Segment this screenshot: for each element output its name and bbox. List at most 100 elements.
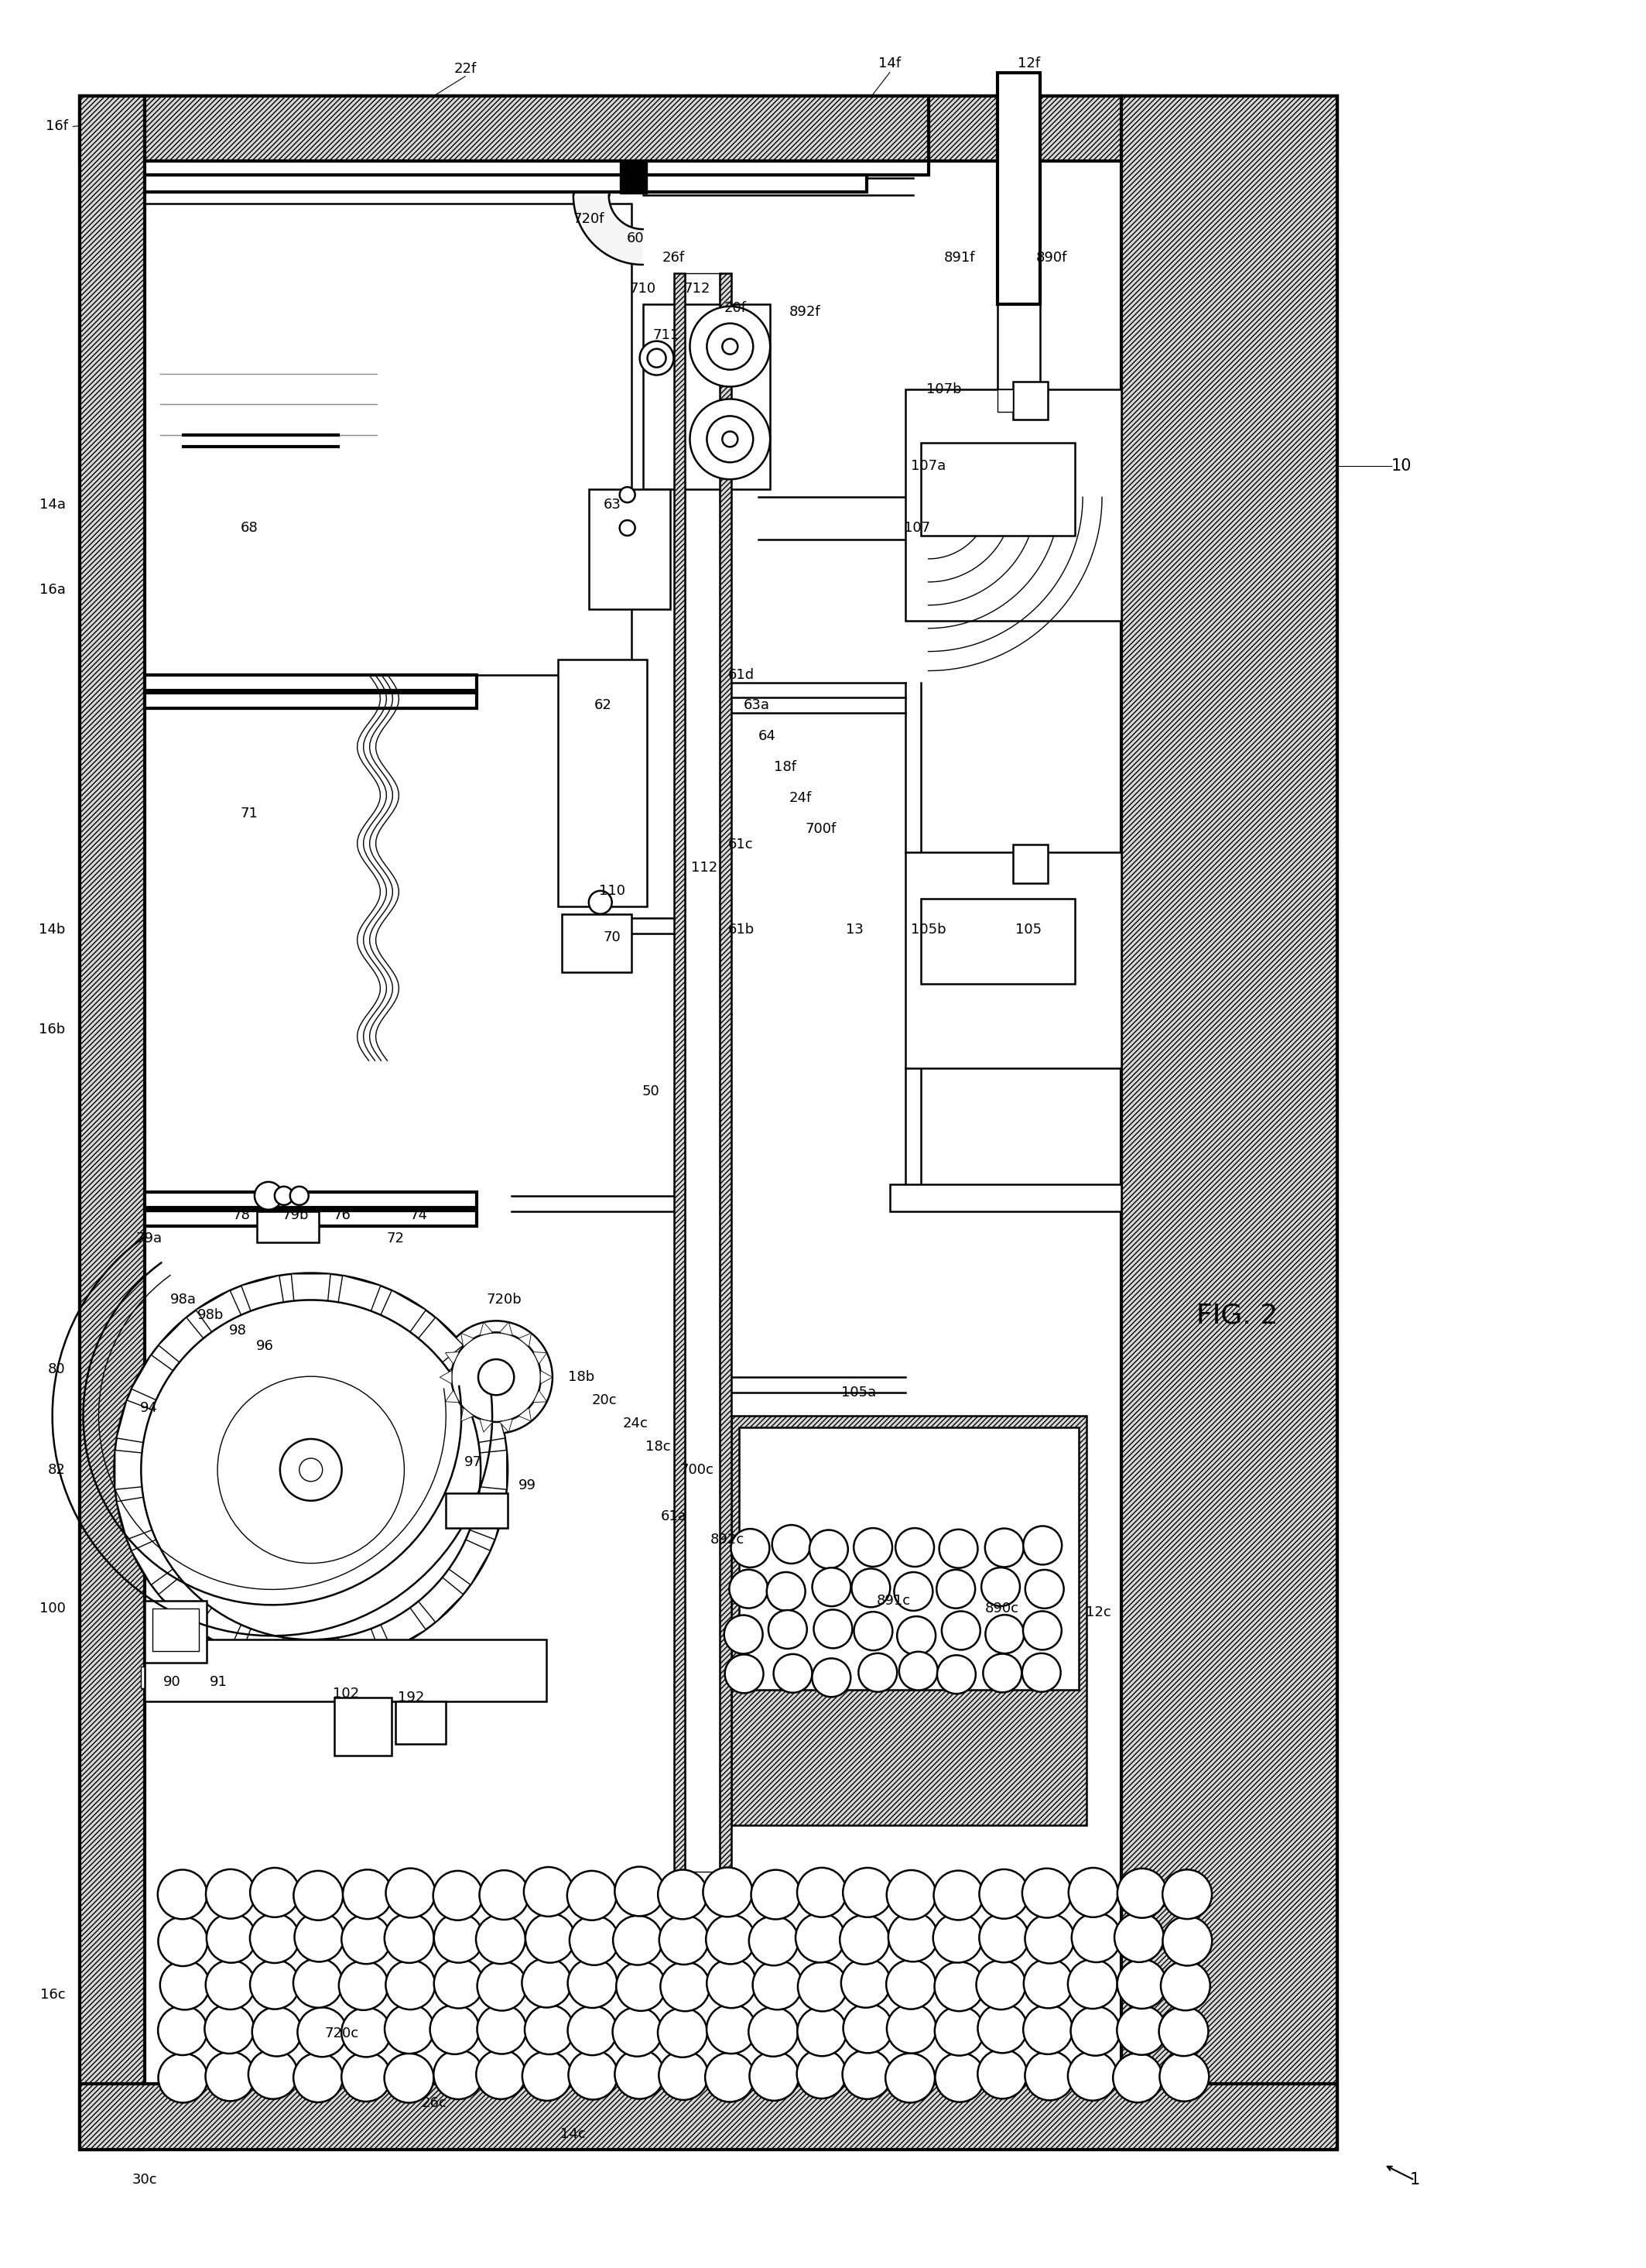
Bar [257, 1211, 319, 1243]
Circle shape [658, 1914, 708, 1964]
Circle shape [479, 1359, 514, 1395]
Circle shape [749, 1916, 798, 1966]
Circle shape [729, 1569, 767, 1608]
Bar [145, 161, 928, 175]
Text: 192: 192 [398, 1690, 425, 1706]
Circle shape [843, 2003, 892, 2053]
Circle shape [843, 2050, 892, 2100]
Circle shape [1025, 1569, 1063, 1608]
Circle shape [570, 1916, 619, 1964]
Circle shape [1070, 2007, 1119, 2055]
Text: 110: 110 [599, 885, 625, 898]
Circle shape [706, 324, 754, 370]
Text: 14b: 14b [40, 923, 66, 937]
Polygon shape [479, 1420, 492, 1431]
Text: 13: 13 [846, 923, 864, 937]
Circle shape [293, 2053, 342, 2102]
Circle shape [433, 2050, 482, 2100]
Polygon shape [573, 195, 644, 265]
Polygon shape [291, 1275, 331, 1302]
Polygon shape [469, 1399, 505, 1442]
Text: 892f: 892f [788, 304, 821, 320]
Circle shape [935, 1962, 984, 2012]
Circle shape [206, 1869, 255, 1919]
Circle shape [280, 1438, 342, 1501]
Circle shape [859, 1653, 897, 1692]
Text: 16f: 16f [46, 120, 67, 134]
Text: 711: 711 [653, 329, 680, 342]
Polygon shape [388, 1667, 395, 1687]
Circle shape [660, 1962, 709, 2012]
Circle shape [1160, 1962, 1210, 2009]
Circle shape [978, 2050, 1027, 2098]
Circle shape [894, 1572, 933, 1610]
Circle shape [341, 1914, 390, 1964]
Circle shape [114, 1272, 507, 1667]
Polygon shape [158, 1576, 204, 1622]
Text: 50: 50 [642, 1084, 660, 1098]
Circle shape [250, 1914, 300, 1964]
Text: 14a: 14a [40, 497, 66, 513]
Circle shape [451, 1331, 542, 1422]
Polygon shape [449, 1667, 456, 1687]
Polygon shape [249, 1667, 255, 1687]
Bar [145, 674, 477, 689]
Circle shape [522, 1957, 571, 2007]
Circle shape [724, 1656, 764, 1694]
Polygon shape [540, 1370, 553, 1383]
Circle shape [477, 2005, 527, 2055]
Circle shape [797, 2007, 846, 2057]
Text: 63a: 63a [742, 699, 769, 712]
Circle shape [250, 1960, 300, 2009]
Circle shape [984, 1529, 1024, 1567]
Circle shape [206, 2053, 255, 2100]
Polygon shape [372, 1667, 379, 1687]
Circle shape [385, 1914, 435, 1962]
Circle shape [612, 1916, 662, 1964]
Polygon shape [495, 1667, 502, 1687]
Circle shape [895, 1529, 933, 1567]
Polygon shape [326, 1667, 332, 1687]
Polygon shape [466, 1667, 471, 1687]
Circle shape [1118, 1960, 1167, 2009]
Circle shape [976, 1960, 1025, 2009]
Circle shape [690, 306, 770, 386]
Text: 14c: 14c [561, 2127, 586, 2141]
Circle shape [298, 2007, 347, 2057]
Circle shape [614, 2050, 663, 2098]
Polygon shape [481, 1667, 487, 1687]
Polygon shape [533, 1352, 546, 1363]
Circle shape [589, 891, 612, 914]
Bar [1014, 844, 1049, 882]
Text: 72: 72 [387, 1232, 405, 1245]
Circle shape [439, 1320, 553, 1433]
Polygon shape [481, 1449, 507, 1490]
Polygon shape [380, 1290, 426, 1331]
Circle shape [1118, 2005, 1167, 2055]
Text: 105: 105 [1016, 923, 1042, 937]
Polygon shape [311, 1667, 318, 1687]
Text: 80: 80 [48, 1363, 66, 1377]
Bar [145, 694, 477, 708]
Bar [561, 914, 630, 973]
Circle shape [1114, 1912, 1164, 1962]
Polygon shape [196, 1608, 240, 1649]
Bar [446, 1492, 507, 1529]
Circle shape [724, 1615, 762, 1653]
Circle shape [795, 1914, 844, 1962]
Circle shape [614, 1867, 663, 1916]
Text: 61b: 61b [728, 923, 754, 937]
Text: 112: 112 [691, 860, 718, 875]
Text: 97: 97 [464, 1456, 482, 1470]
Polygon shape [418, 1318, 463, 1363]
Bar [153, 1608, 199, 1651]
Text: 18b: 18b [568, 1370, 594, 1383]
Bar [145, 1640, 546, 1701]
Text: 16b: 16b [40, 1023, 66, 1036]
Text: 79a: 79a [135, 1232, 161, 1245]
Polygon shape [446, 1390, 459, 1402]
Text: 107: 107 [904, 522, 930, 535]
Circle shape [252, 2007, 301, 2057]
Polygon shape [132, 1354, 173, 1399]
Circle shape [843, 1869, 892, 1916]
